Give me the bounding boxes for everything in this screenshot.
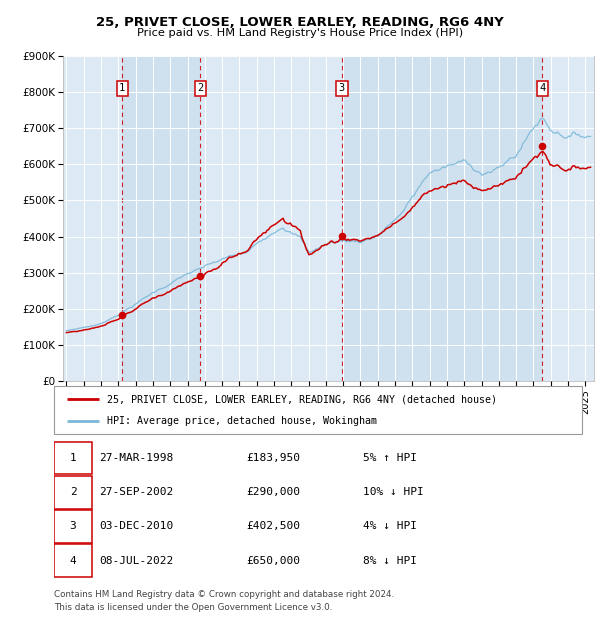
Text: Price paid vs. HM Land Registry's House Price Index (HPI): Price paid vs. HM Land Registry's House … <box>137 28 463 38</box>
Text: 2: 2 <box>197 83 203 94</box>
FancyBboxPatch shape <box>54 510 92 542</box>
Text: £290,000: £290,000 <box>247 487 301 497</box>
Text: 10% ↓ HPI: 10% ↓ HPI <box>363 487 424 497</box>
Text: HPI: Average price, detached house, Wokingham: HPI: Average price, detached house, Woki… <box>107 417 377 427</box>
Bar <box>63 56 122 381</box>
Text: 08-JUL-2022: 08-JUL-2022 <box>99 556 173 565</box>
Bar <box>200 56 342 381</box>
Bar <box>542 56 594 381</box>
Text: This data is licensed under the Open Government Licence v3.0.: This data is licensed under the Open Gov… <box>54 603 332 612</box>
FancyBboxPatch shape <box>54 544 92 577</box>
Text: £402,500: £402,500 <box>247 521 301 531</box>
Text: 03-DEC-2010: 03-DEC-2010 <box>99 521 173 531</box>
Text: £183,950: £183,950 <box>247 453 301 463</box>
FancyBboxPatch shape <box>54 441 92 474</box>
Text: 25, PRIVET CLOSE, LOWER EARLEY, READING, RG6 4NY: 25, PRIVET CLOSE, LOWER EARLEY, READING,… <box>96 16 504 29</box>
Bar <box>342 56 542 381</box>
Bar <box>122 56 200 381</box>
Text: Contains HM Land Registry data © Crown copyright and database right 2024.: Contains HM Land Registry data © Crown c… <box>54 590 394 600</box>
Text: 4: 4 <box>70 556 76 565</box>
FancyBboxPatch shape <box>54 386 582 434</box>
Text: 3: 3 <box>70 521 76 531</box>
Text: £650,000: £650,000 <box>247 556 301 565</box>
Text: 25, PRIVET CLOSE, LOWER EARLEY, READING, RG6 4NY (detached house): 25, PRIVET CLOSE, LOWER EARLEY, READING,… <box>107 394 497 404</box>
Text: 2: 2 <box>70 487 76 497</box>
Text: 4% ↓ HPI: 4% ↓ HPI <box>363 521 417 531</box>
Text: 27-MAR-1998: 27-MAR-1998 <box>99 453 173 463</box>
Text: 5% ↑ HPI: 5% ↑ HPI <box>363 453 417 463</box>
Text: 1: 1 <box>70 453 76 463</box>
Text: 27-SEP-2002: 27-SEP-2002 <box>99 487 173 497</box>
Text: 3: 3 <box>338 83 345 94</box>
Text: 1: 1 <box>119 83 125 94</box>
Text: 4: 4 <box>539 83 545 94</box>
Text: 8% ↓ HPI: 8% ↓ HPI <box>363 556 417 565</box>
FancyBboxPatch shape <box>54 476 92 508</box>
